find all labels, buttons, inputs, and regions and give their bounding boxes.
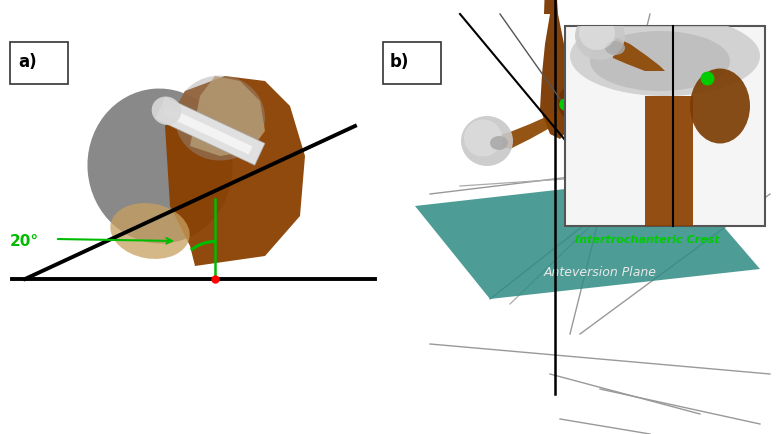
Ellipse shape <box>558 88 587 122</box>
Bar <box>565 27 765 227</box>
Ellipse shape <box>175 76 265 161</box>
Ellipse shape <box>570 17 760 97</box>
Text: a): a) <box>18 53 37 71</box>
Bar <box>155 98 265 166</box>
Ellipse shape <box>590 32 730 92</box>
Text: Anteversion Plane: Anteversion Plane <box>543 266 657 279</box>
Polygon shape <box>415 177 760 299</box>
Ellipse shape <box>490 137 508 151</box>
Bar <box>383 43 441 85</box>
Ellipse shape <box>461 117 513 167</box>
Ellipse shape <box>464 120 502 157</box>
Ellipse shape <box>88 89 232 244</box>
Text: 20°: 20° <box>10 234 39 249</box>
Polygon shape <box>190 77 265 157</box>
Ellipse shape <box>152 97 181 125</box>
Ellipse shape <box>579 17 615 51</box>
Polygon shape <box>610 39 665 72</box>
Text: Intertrochanteric Crest: Intertrochanteric Crest <box>575 234 720 244</box>
Bar <box>645 97 693 227</box>
Polygon shape <box>540 15 578 140</box>
Ellipse shape <box>110 204 190 260</box>
Ellipse shape <box>605 42 625 56</box>
Polygon shape <box>498 110 560 150</box>
Polygon shape <box>165 77 305 266</box>
Ellipse shape <box>575 13 625 61</box>
Bar <box>10 43 68 85</box>
Bar <box>162 107 253 155</box>
Text: b): b) <box>390 53 409 71</box>
Ellipse shape <box>690 69 750 144</box>
Polygon shape <box>544 0 558 15</box>
